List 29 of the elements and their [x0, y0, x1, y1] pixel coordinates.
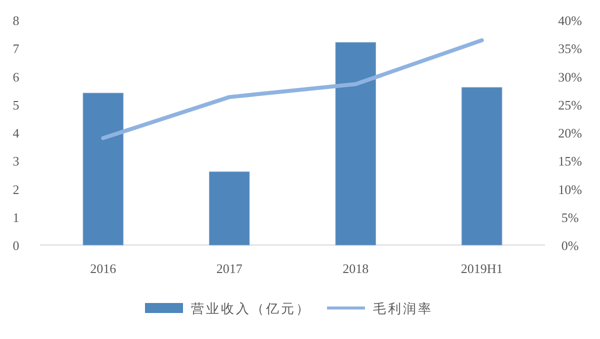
y2-tick-label: 10%	[558, 182, 582, 197]
y-tick-label: 1	[12, 210, 20, 225]
y2-tick-label: 40%	[558, 13, 582, 28]
line-series	[101, 38, 484, 140]
y2-tick-label: 30%	[558, 69, 582, 84]
legend-label: 营业收入（亿元）	[191, 301, 311, 316]
x-tick-label: 2018	[342, 261, 369, 276]
y2-tick-label: 15%	[558, 154, 582, 169]
x-tick-label: 2019H1	[460, 261, 503, 276]
y-tick-label: 7	[12, 41, 20, 56]
y-tick-label: 4	[12, 126, 20, 140]
y2-tick-label: 0%	[561, 238, 579, 253]
x-tick-label: 2017	[216, 261, 243, 276]
x-tick-label: 2016	[90, 261, 117, 276]
y2-tick-label: 5%	[561, 210, 579, 225]
bar	[335, 42, 376, 246]
y-tick-label: 6	[12, 69, 20, 84]
bar	[209, 172, 250, 246]
y2-tick-label: 25%	[558, 97, 582, 112]
y-tick-label: 8	[12, 13, 20, 28]
bar	[462, 87, 502, 246]
y-tick-label: 2	[12, 182, 20, 197]
y-tick-label: 3	[12, 154, 20, 169]
y-tick-label: 0	[12, 238, 20, 253]
legend-label: 毛利润率	[373, 301, 433, 316]
y2-tick-label: 20%	[558, 126, 582, 140]
bar	[82, 92, 124, 246]
y-tick-label: 5	[12, 97, 20, 112]
y2-tick-label: 35%	[558, 41, 582, 56]
